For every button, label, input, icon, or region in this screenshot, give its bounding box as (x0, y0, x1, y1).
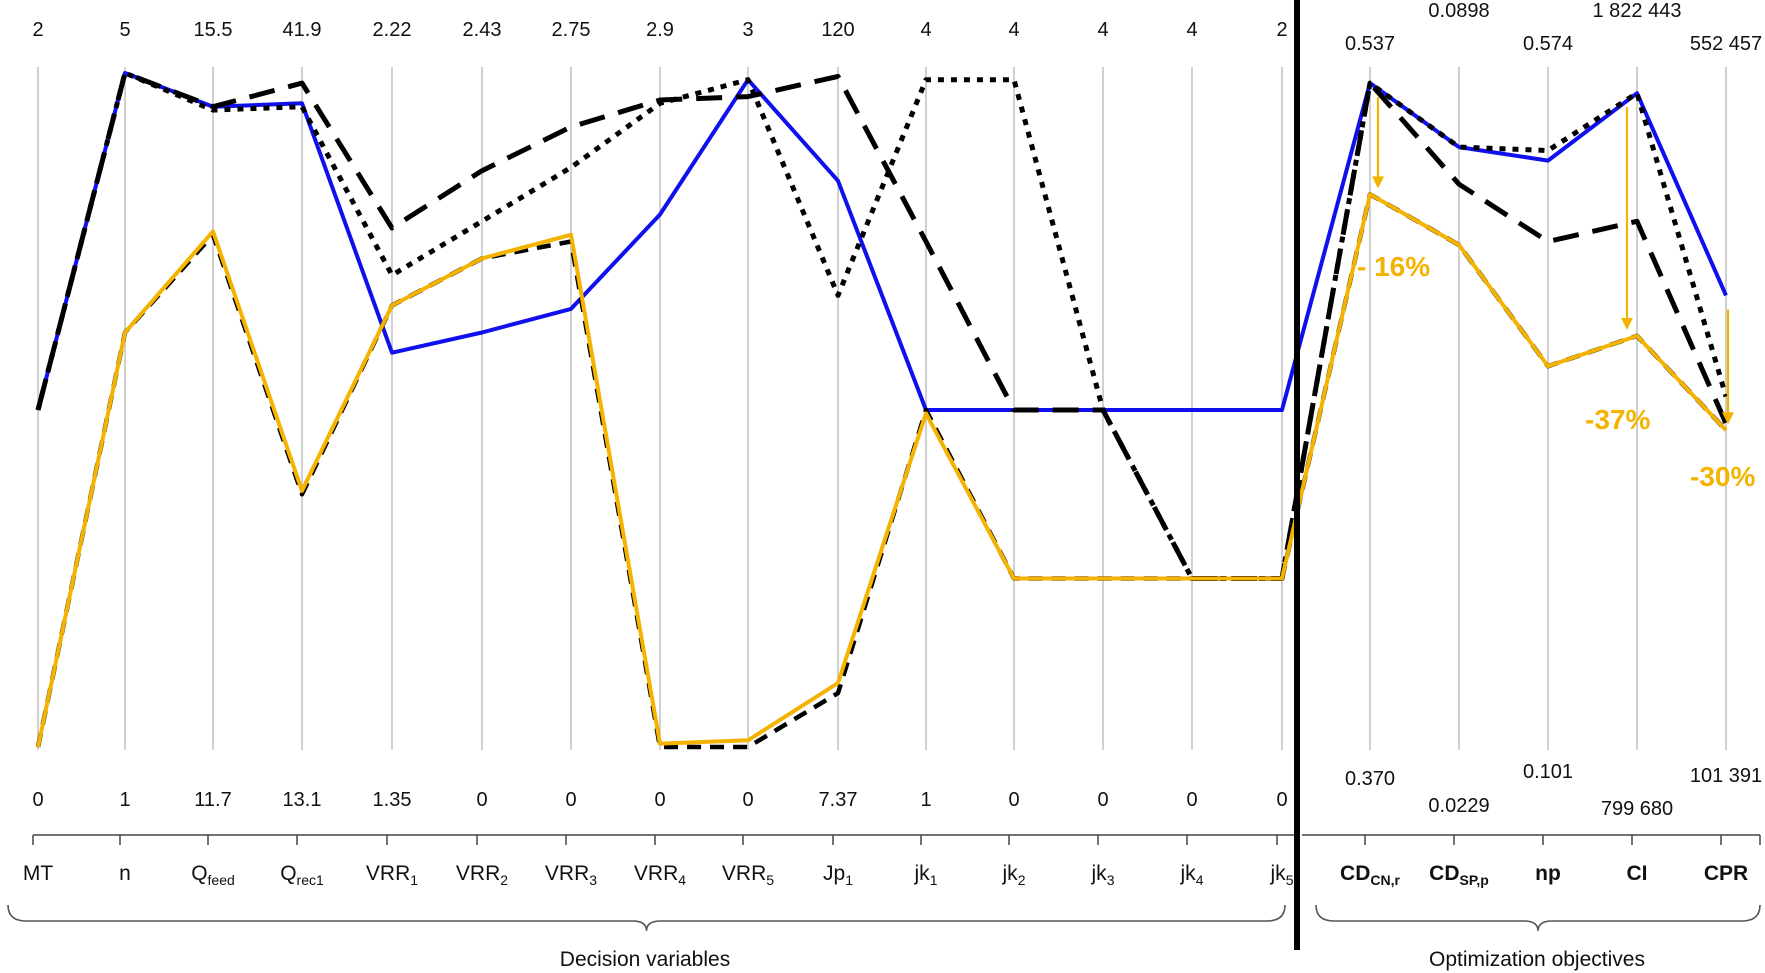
axis-min-Qfeed: 11.7 (194, 789, 231, 811)
series-line-2 (35, 70, 1729, 581)
axis-max-jk2: 4 (1008, 19, 1019, 41)
axis-max-CPR: 552 457 (1690, 33, 1762, 55)
arrowhead-CI (1621, 317, 1633, 330)
axis-max-labels: 2 5 15.5 41.9 2.22 2.43 2.75 2.9 3 120 4 4 4 4 2 0.537 0… (32, 0, 1762, 55)
group-braces (7, 904, 1761, 932)
axis-name-np: np (1535, 862, 1561, 885)
axis-name-CDCNr: CDCN,r (1340, 862, 1400, 888)
axis-max-VRR2: 2.43 (463, 19, 502, 41)
axis-min-CDSPp: 0.0229 (1428, 795, 1489, 817)
axis-max-jk5: 2 (1276, 19, 1287, 41)
axis-min-CPR: 101 391 (1690, 765, 1762, 787)
series-line-3 (35, 192, 1728, 750)
arrowhead-CDCNr (1372, 176, 1384, 189)
axis-max-jk3: 4 (1097, 19, 1108, 41)
axis-name-MT: MT (23, 862, 53, 885)
series-lines (35, 70, 1729, 750)
axis-name-n: n (119, 862, 131, 885)
annotation-CI: -37% (1585, 404, 1650, 435)
axis-min-labels: 0 1 11.7 13.1 1.35 0 0 0 0 7.37 1 0 0 0 0 0.370 0.0229 0.… (32, 761, 1762, 820)
axis-name-Qrec1: Qrec1 (280, 862, 324, 888)
axis-min-np: 0.101 (1523, 761, 1573, 783)
axis-name-VRR5: VRR5 (722, 862, 774, 888)
series-line-4 (36, 192, 1728, 748)
category-axis (32, 834, 1761, 845)
group-label-objectives: Optimization objectives (1429, 948, 1645, 971)
axis-max-VRR3: 2.75 (552, 19, 591, 41)
axis-name-CI: CI (1627, 862, 1648, 885)
axis-max-VRR4: 2.9 (646, 19, 674, 41)
axis-min-CI: 799 680 (1601, 798, 1673, 820)
brace-optimization-objectives (1315, 904, 1761, 932)
axis-min-VRR1: 1.35 (373, 789, 412, 811)
axis-min-Jp1: 7.37 (819, 789, 858, 811)
annotations: - 16% -37% -30% (1357, 251, 1755, 492)
axis-min-VRR3: 0 (565, 789, 576, 811)
arrowhead-CPR (1722, 412, 1734, 425)
brace-decision-variables (7, 904, 1286, 932)
axis-name-VRR2: VRR2 (456, 862, 508, 888)
axis-max-Jp1: 120 (821, 19, 854, 41)
axis-min-VRR4: 0 (654, 789, 665, 811)
axis-min-CDCNr: 0.370 (1345, 768, 1395, 790)
axis-max-CDSPp: 0.0898 (1428, 0, 1489, 22)
annotation-CPR: -30% (1690, 461, 1755, 492)
annotation-CDCNr: - 16% (1357, 251, 1430, 282)
axis-min-jk5: 0 (1276, 789, 1287, 811)
axis-min-jk3: 0 (1097, 789, 1108, 811)
axis-names: MT n Qfeed Qrec1 VRR1 VRR2 VRR3 VRR4 VRR5 Jp1 jk1 j… (23, 862, 1748, 888)
axis-gridlines (37, 67, 1727, 750)
reduction-arrows (1372, 97, 1734, 425)
axis-name-jk1: jk1 (914, 862, 938, 888)
axis-min-jk2: 0 (1008, 789, 1019, 811)
axis-name-CPR: CPR (1704, 862, 1748, 885)
axis-max-n: 5 (119, 19, 130, 41)
axis-max-np: 0.574 (1523, 33, 1573, 55)
axis-name-VRR4: VRR4 (634, 862, 686, 888)
axis-max-VRR1: 2.22 (373, 19, 412, 41)
axis-name-Jp1: Jp1 (823, 862, 853, 888)
axis-name-Qfeed: Qfeed (191, 862, 235, 888)
axis-max-VRR5: 3 (742, 19, 753, 41)
axis-min-jk1: 1 (920, 789, 931, 811)
axis-max-jk4: 4 (1186, 19, 1197, 41)
axis-max-CDCNr: 0.537 (1345, 33, 1395, 55)
axis-min-n: 1 (119, 789, 130, 811)
axis-name-jk3: jk3 (1091, 862, 1115, 888)
axis-name-jk5: jk5 (1270, 862, 1294, 888)
axis-min-jk4: 0 (1186, 789, 1197, 811)
axis-name-jk2: jk2 (1002, 862, 1026, 888)
axis-name-jk4: jk4 (1180, 862, 1204, 888)
axis-min-VRR2: 0 (476, 789, 487, 811)
axis-name-VRR1: VRR1 (366, 862, 418, 888)
axis-max-CI: 1 822 443 (1593, 0, 1682, 22)
axis-max-jk1: 4 (920, 19, 931, 41)
axis-min-MT: 0 (32, 789, 43, 811)
axis-min-Qrec1: 13.1 (283, 789, 322, 811)
group-label-decision: Decision variables (560, 948, 730, 971)
axis-name-CDSPp: CDSP,p (1429, 862, 1489, 888)
axis-max-Qfeed: 15.5 (194, 19, 233, 41)
axis-name-VRR3: VRR3 (545, 862, 597, 888)
series-line-0 (36, 71, 1728, 412)
axis-max-Qrec1: 41.9 (283, 19, 322, 41)
series-line-1 (35, 70, 1729, 581)
axis-max-MT: 2 (32, 19, 43, 41)
axis-min-VRR5: 0 (742, 789, 753, 811)
